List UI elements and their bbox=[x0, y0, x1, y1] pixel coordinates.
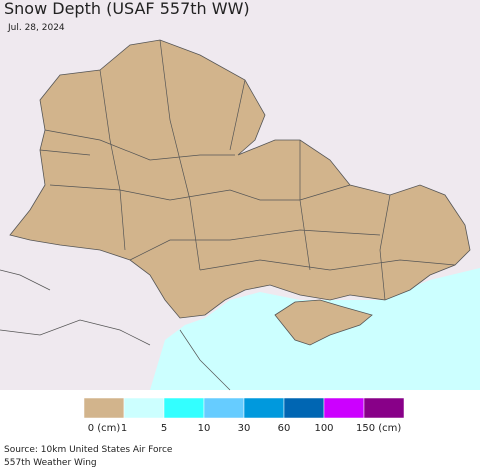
legend-label: 5 bbox=[161, 423, 167, 434]
title: Snow Depth (USAF 557th WW) bbox=[4, 0, 250, 18]
legend-label: 150 (cm) bbox=[356, 423, 401, 434]
legend-label: 1 bbox=[121, 423, 127, 434]
legend-label: 60 bbox=[278, 423, 291, 434]
legend-swatch bbox=[163, 397, 205, 419]
legend-swatch bbox=[243, 397, 285, 419]
legend-label: 30 bbox=[238, 423, 251, 434]
internal-borders bbox=[0, 39, 456, 391]
source-line: Source: 10km United States Air Force bbox=[4, 445, 173, 455]
date: Jul. 28, 2024 bbox=[7, 23, 65, 33]
legend-swatch bbox=[323, 397, 365, 419]
legend-swatch bbox=[363, 397, 405, 419]
crimea bbox=[274, 299, 373, 346]
legend-swatch bbox=[123, 397, 165, 419]
legend: 0 (cm) 1 5 10 30 60 100 150 (cm) bbox=[83, 397, 405, 434]
legend-label: 100 bbox=[314, 423, 333, 434]
legend-label: 10 bbox=[198, 423, 211, 434]
legend-label: 0 (cm) bbox=[88, 423, 121, 434]
legend-swatch bbox=[83, 397, 125, 419]
legend-swatch bbox=[283, 397, 325, 419]
legend-swatch bbox=[203, 397, 245, 419]
source-line: 557th Weather Wing bbox=[4, 458, 97, 468]
